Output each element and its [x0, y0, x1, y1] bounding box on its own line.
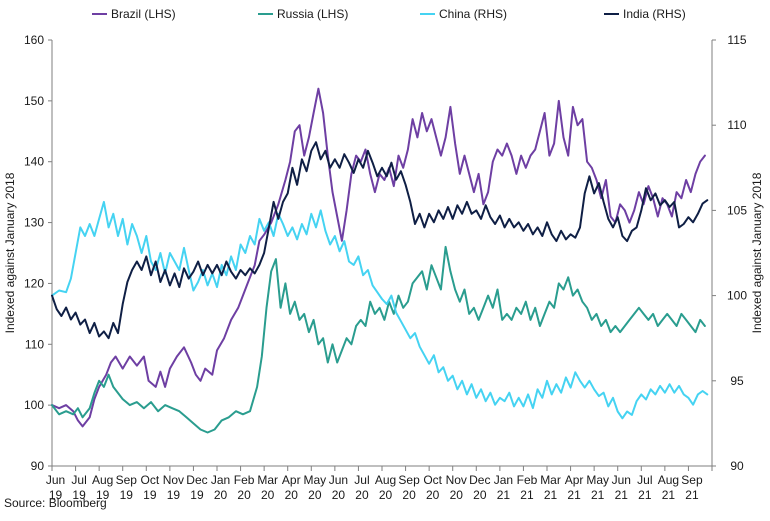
x-tick-label-month: Oct	[140, 473, 159, 487]
legend-label-china: China (RHS)	[439, 7, 507, 21]
x-tick-label-year: 20	[402, 488, 416, 502]
x-tick-label-year: 19	[190, 488, 204, 502]
x-tick-label-month: Jul	[71, 473, 86, 487]
right-tick-label: 115	[727, 33, 746, 47]
legend-label-brazil: Brazil (LHS)	[111, 7, 176, 21]
x-tick-label-year: 20	[426, 488, 440, 502]
left-axis-title: Indexed against January 2018	[3, 172, 17, 333]
x-tick-label-year: 20	[332, 488, 346, 502]
x-tick-label-month: Sep	[116, 473, 138, 487]
x-tick-label-year: 20	[308, 488, 322, 502]
right-tick-label: 110	[727, 118, 746, 132]
series-line-russia	[51, 245, 706, 434]
x-tick-label-year: 20	[379, 488, 393, 502]
left-tick-label: 90	[31, 459, 45, 473]
left-tick-label: 100	[24, 398, 44, 412]
x-tick-label-month: Jun	[612, 473, 631, 487]
right-tick-label: 100	[727, 289, 747, 303]
x-tick-label-month: Jun	[46, 473, 65, 487]
axes: 90 100 110 120 130 140 150 160 90 95 100 105 110 115 J…	[3, 33, 764, 502]
legend-label-russia: Russia (LHS)	[277, 7, 348, 21]
series-line-india	[51, 141, 709, 340]
x-tick-label-year: 20	[285, 488, 299, 502]
x-tick-label-month: Apr	[282, 473, 301, 487]
x-tick-label-month: Aug	[92, 473, 113, 487]
x-tick-label-year: 21	[497, 488, 511, 502]
x-tick-label-month: Jul	[637, 473, 652, 487]
right-tick-label: 95	[730, 374, 744, 388]
left-tick-label: 160	[24, 33, 44, 47]
x-tick-label-month: May	[303, 473, 326, 487]
x-tick-label-month: Aug	[375, 473, 396, 487]
x-tick-label-year: 19	[72, 488, 86, 502]
x-tick-label-year: 20	[214, 488, 228, 502]
x-tick-label-year: 20	[237, 488, 251, 502]
series-lines	[51, 87, 709, 434]
legend: Brazil (LHS) Russia (LHS) China (RHS) India…	[92, 7, 686, 21]
x-tick-label-year: 19	[143, 488, 157, 502]
x-tick-label-month: Sep	[398, 473, 420, 487]
x-tick-label-month: Jan	[494, 473, 513, 487]
x-tick-label-year: 19	[96, 488, 110, 502]
x-tick-label-month: Mar	[257, 473, 278, 487]
x-tick-label-year: 20	[355, 488, 369, 502]
x-tick-label-year: 20	[450, 488, 464, 502]
x-tick-label-year: 21	[567, 488, 581, 502]
left-tick-label: 140	[24, 155, 44, 169]
x-tick-label-month: Feb	[517, 473, 538, 487]
x-tick-label-month: Jan	[211, 473, 230, 487]
right-tick-label: 90	[730, 459, 744, 473]
left-tick-label: 130	[24, 216, 44, 230]
series-line-brazil	[51, 87, 706, 428]
x-tick-label-month: Feb	[234, 473, 255, 487]
x-tick-label-year: 20	[473, 488, 487, 502]
x-tick-label-year: 21	[520, 488, 534, 502]
left-tick-label: 110	[25, 337, 44, 351]
x-tick-label-year: 19	[49, 488, 63, 502]
x-tick-label-month: Dec	[186, 473, 207, 487]
x-tick-label-year: 21	[685, 488, 699, 502]
x-tick-label-year: 19	[167, 488, 181, 502]
x-tick-label-month: Sep	[681, 473, 703, 487]
series-line-china	[51, 200, 709, 420]
x-tick-label-month: Apr	[565, 473, 584, 487]
x-tick-label-year: 21	[544, 488, 558, 502]
x-tick-label-year: 21	[638, 488, 652, 502]
x-tick-label-year: 19	[120, 488, 134, 502]
x-tick-label-month: Nov	[446, 473, 467, 487]
x-tick-label-year: 21	[615, 488, 629, 502]
right-axis-title: Indexed against January 2018	[750, 172, 764, 333]
x-tick-label-month: Aug	[658, 473, 679, 487]
legend-label-india: India (RHS)	[623, 7, 686, 21]
x-tick-label-year: 21	[591, 488, 605, 502]
x-tick-label-month: Jun	[329, 473, 348, 487]
x-tick-label-month: Dec	[469, 473, 490, 487]
x-tick-label-month: Jul	[354, 473, 369, 487]
source-note: Source: Bloomberg	[4, 496, 107, 510]
left-tick-label: 150	[24, 94, 44, 108]
left-tick-label: 120	[24, 276, 44, 290]
x-tick-label-year: 21	[662, 488, 676, 502]
x-tick-label-month: Mar	[540, 473, 561, 487]
x-tick-label-month: Oct	[423, 473, 442, 487]
x-tick-label-month: Nov	[163, 473, 184, 487]
x-tick-label-month: May	[586, 473, 609, 487]
right-tick-label: 105	[727, 203, 747, 217]
x-tick-label-year: 20	[261, 488, 275, 502]
